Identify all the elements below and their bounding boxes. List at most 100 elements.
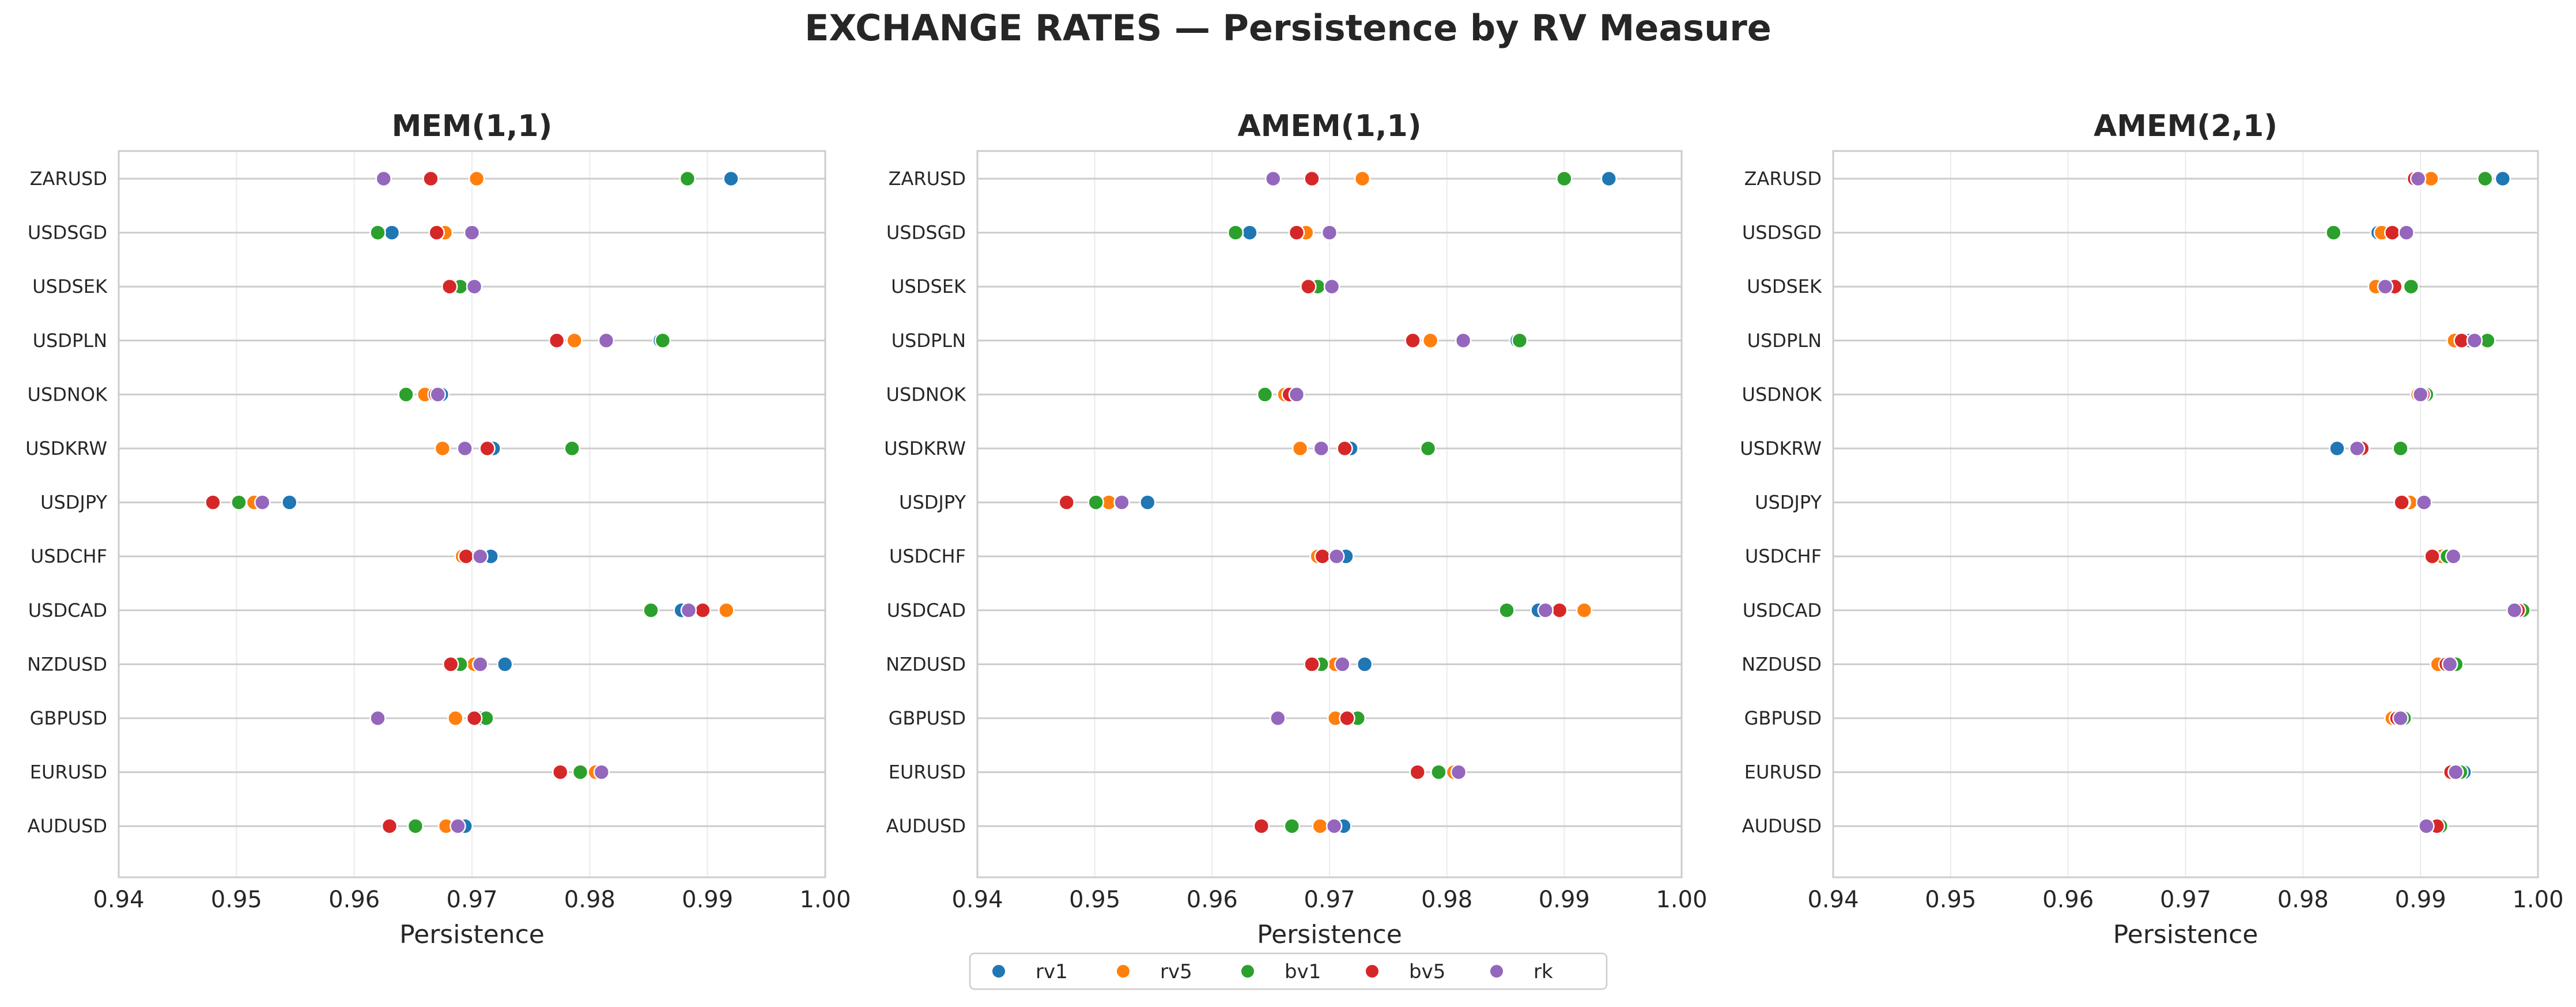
y-tick-label: USDNOK <box>1742 383 1823 405</box>
point-rv1 <box>2329 440 2345 457</box>
point-rk <box>2392 710 2409 727</box>
point-rk <box>466 278 483 295</box>
point-rk <box>472 548 489 565</box>
point-bv5 <box>1304 656 1320 673</box>
y-tick-label: USDSGD <box>886 222 966 244</box>
point-rv1 <box>1241 224 1258 241</box>
point-bv5 <box>422 170 439 187</box>
plot-frame <box>118 150 826 878</box>
point-rk <box>472 656 489 673</box>
point-rk <box>593 764 610 780</box>
point-rv5 <box>566 332 583 349</box>
point-bv5 <box>2384 224 2401 241</box>
point-bv1 <box>231 494 247 511</box>
point-rk <box>680 602 697 619</box>
plot-frame <box>976 150 1683 878</box>
point-rv1 <box>1356 656 1373 673</box>
legend-marker-bv5 <box>1365 964 1380 979</box>
point-bv1 <box>1419 440 1437 457</box>
legend-box <box>969 952 1608 990</box>
point-rk <box>2348 440 2366 457</box>
point-rv5 <box>468 170 485 187</box>
y-tick-label: USDJPY <box>40 492 107 514</box>
point-rk <box>1334 656 1351 673</box>
point-rk <box>2409 170 2427 187</box>
panel-2: 0.94 0.95 0.96 0.97 0.98 0.99 1.00 ZARUSD USDSGD… <box>884 109 1707 949</box>
y-tick-label: AUDUSD <box>28 815 107 837</box>
y-tick-label: GBPUSD <box>889 707 966 729</box>
x-tick-label: 0.99 <box>2395 887 2446 913</box>
point-rv5 <box>434 440 451 457</box>
point-rk <box>1313 440 1329 457</box>
point-bv1 <box>2477 170 2494 187</box>
point-bv1 <box>654 332 671 349</box>
point-rk <box>2445 548 2462 565</box>
y-tick-label: USDPLN <box>892 330 966 352</box>
x-tick-label: 0.98 <box>2277 887 2329 913</box>
panel-title: AMEM(1,1) <box>1238 109 1422 144</box>
point-rk <box>1537 602 1554 619</box>
point-rv5 <box>1576 602 1593 619</box>
x-tick-label: 0.95 <box>1925 887 1976 913</box>
point-bv5 <box>458 548 475 565</box>
y-tick-label: ZARUSD <box>30 168 107 190</box>
point-rv5 <box>1291 440 1309 457</box>
x-axis-label: Persistence <box>399 920 545 949</box>
point-rv1 <box>383 224 401 241</box>
point-bv1 <box>1430 764 1447 780</box>
point-bv1 <box>2325 224 2342 241</box>
point-rk <box>2441 656 2458 673</box>
y-tick-label: USDSEK <box>1747 276 1822 297</box>
legend-marker-rk <box>1489 964 1504 979</box>
point-bv1 <box>2403 278 2420 295</box>
point-bv5 <box>1253 817 1270 835</box>
point-rv1 <box>1139 494 1156 511</box>
y-tick-label: GBPUSD <box>1744 707 1822 729</box>
point-bv1 <box>1511 332 1528 349</box>
x-tick-label: 0.98 <box>1421 887 1472 913</box>
point-bv5 <box>1339 710 1355 727</box>
legend-marker-rv5 <box>1116 964 1131 979</box>
point-bv1 <box>643 602 659 619</box>
point-rk <box>2418 817 2435 835</box>
x-tick-label: 0.96 <box>1187 887 1238 913</box>
x-tick-label: 0.97 <box>446 887 497 913</box>
point-bv5 <box>548 332 565 349</box>
point-rk <box>2447 764 2464 780</box>
point-rv1 <box>723 170 739 187</box>
point-rv1 <box>2494 170 2511 187</box>
y-tick-label: USDNOK <box>886 383 967 405</box>
point-bv5 <box>694 602 711 619</box>
point-bv5 <box>1314 548 1331 565</box>
y-tick-label: USDSEK <box>891 276 966 297</box>
point-bv1 <box>1556 170 1573 187</box>
legend-label-rv5: rv5 <box>1160 960 1192 983</box>
x-tick-label: 0.97 <box>1304 887 1355 913</box>
panel-title: AMEM(2,1) <box>2094 109 2277 144</box>
point-rk <box>1325 817 1343 835</box>
y-tick-label: USDCHF <box>889 545 966 567</box>
point-bv5 <box>1288 224 1305 241</box>
y-tick-label: USDNOK <box>28 383 108 405</box>
y-tick-label: AUDUSD <box>886 815 966 837</box>
y-tick-label: USDPLN <box>1747 330 1822 352</box>
point-rk <box>2398 224 2415 241</box>
legend-label-rk: rk <box>1533 960 1553 983</box>
point-bv5 <box>1058 494 1075 511</box>
point-rv5 <box>1354 170 1371 187</box>
point-bv5 <box>2393 494 2410 511</box>
point-rk <box>1264 170 1282 187</box>
point-rk <box>429 386 446 403</box>
point-bv1 <box>1283 817 1301 835</box>
y-tick-label: ZARUSD <box>889 168 966 190</box>
y-tick-label: USDPLN <box>33 330 107 352</box>
point-rk <box>1321 224 1338 241</box>
y-tick-label: USDCHF <box>31 545 107 567</box>
x-tick-label: 0.94 <box>951 887 1003 913</box>
point-rv5 <box>447 710 464 727</box>
point-rk <box>2416 494 2433 511</box>
x-tick-label: 0.99 <box>682 887 733 913</box>
legend-label-bv1: bv1 <box>1285 960 1321 983</box>
point-rv1 <box>1600 170 1617 187</box>
y-tick-label: GBPUSD <box>30 707 107 729</box>
